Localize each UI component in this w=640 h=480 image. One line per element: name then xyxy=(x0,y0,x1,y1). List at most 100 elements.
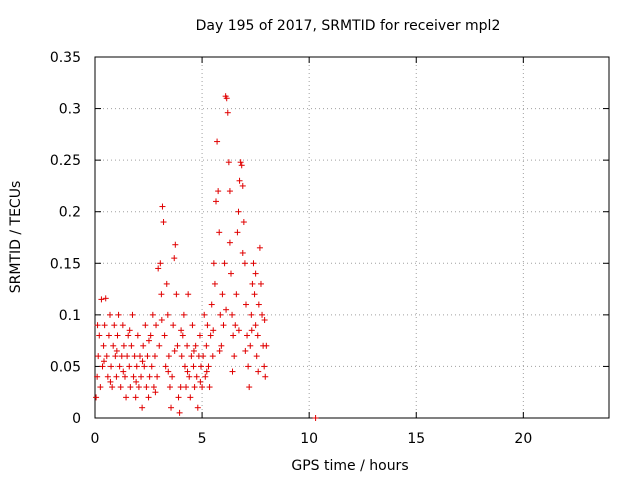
y-tick-label: 0.35 xyxy=(50,50,81,66)
data-point xyxy=(145,394,152,401)
data-point xyxy=(130,373,137,380)
data-point xyxy=(131,353,138,360)
data-point xyxy=(133,378,140,385)
data-point xyxy=(252,270,259,277)
data-point xyxy=(201,311,208,318)
data-point xyxy=(121,373,128,380)
data-point xyxy=(105,332,112,339)
data-point xyxy=(204,322,211,329)
data-point xyxy=(107,378,114,385)
data-point xyxy=(94,373,101,380)
data-point xyxy=(209,353,216,360)
data-point xyxy=(216,229,223,236)
data-point xyxy=(153,322,160,329)
data-point xyxy=(196,332,203,339)
data-point xyxy=(109,384,116,391)
data-point xyxy=(156,342,163,349)
data-point xyxy=(215,188,222,195)
data-point xyxy=(259,311,266,318)
data-point xyxy=(255,368,262,375)
data-point xyxy=(213,198,220,205)
data-point xyxy=(178,327,185,334)
data-point xyxy=(135,384,142,391)
data-point xyxy=(184,368,191,375)
y-tick-label: 0.2 xyxy=(59,205,81,221)
data-point xyxy=(138,373,145,380)
data-point xyxy=(189,322,196,329)
data-point xyxy=(223,306,230,313)
data-point xyxy=(238,162,245,169)
data-point xyxy=(150,384,157,391)
data-point xyxy=(157,260,164,267)
data-point xyxy=(257,280,264,287)
data-point xyxy=(225,159,232,166)
data-point xyxy=(183,384,190,391)
data-point xyxy=(103,353,110,360)
data-point xyxy=(119,322,126,329)
data-point xyxy=(166,384,173,391)
data-point xyxy=(192,342,199,349)
axis-ticks: 0 5 10 15 20 0 0.05 0.1 0.15 0.2 0.25 0.3 0.35 xyxy=(50,50,609,447)
data-point xyxy=(148,363,155,370)
data-point xyxy=(126,363,133,370)
data-point xyxy=(235,327,242,334)
data-point xyxy=(203,368,210,375)
data-point xyxy=(115,311,122,318)
data-point xyxy=(203,342,210,349)
data-point xyxy=(152,389,159,396)
data-point xyxy=(233,291,240,298)
data-point xyxy=(194,404,201,411)
data-point xyxy=(174,342,181,349)
data-point xyxy=(231,353,238,360)
data-point xyxy=(255,301,262,308)
data-point xyxy=(147,332,154,339)
y-tick-label: 0 xyxy=(72,411,81,427)
data-point xyxy=(226,239,233,246)
data-point xyxy=(249,280,256,287)
data-point xyxy=(256,244,263,251)
data-point xyxy=(227,270,234,277)
data-point xyxy=(254,332,261,339)
data-point xyxy=(205,363,212,370)
data-points xyxy=(93,93,319,421)
data-point xyxy=(248,311,255,318)
data-point xyxy=(245,363,252,370)
data-point xyxy=(236,177,243,184)
data-point xyxy=(187,394,194,401)
x-tick-label: 20 xyxy=(514,431,532,447)
data-point xyxy=(232,322,239,329)
data-point xyxy=(312,415,319,421)
data-point xyxy=(162,363,169,370)
data-point xyxy=(248,327,255,334)
data-point xyxy=(170,322,177,329)
data-point xyxy=(134,332,141,339)
data-point xyxy=(219,291,226,298)
data-point xyxy=(155,265,162,272)
data-point xyxy=(120,368,127,375)
data-point xyxy=(224,109,231,116)
data-point xyxy=(142,322,149,329)
data-point xyxy=(154,373,161,380)
data-point xyxy=(235,208,242,215)
data-point xyxy=(200,353,207,360)
data-point xyxy=(208,301,215,308)
data-point xyxy=(158,291,165,298)
data-point xyxy=(181,363,188,370)
data-point xyxy=(118,353,125,360)
data-point xyxy=(136,353,143,360)
x-tick-label: 0 xyxy=(91,431,100,447)
plot-frame xyxy=(94,56,610,419)
data-point xyxy=(239,182,246,189)
data-point xyxy=(168,404,175,411)
data-point xyxy=(97,384,104,391)
data-point xyxy=(146,373,153,380)
data-point xyxy=(199,384,206,391)
data-point xyxy=(176,409,183,416)
data-point xyxy=(101,322,108,329)
data-point xyxy=(110,342,117,349)
data-point xyxy=(253,353,260,360)
data-point xyxy=(263,342,270,349)
data-point xyxy=(169,373,176,380)
data-point xyxy=(165,353,172,360)
